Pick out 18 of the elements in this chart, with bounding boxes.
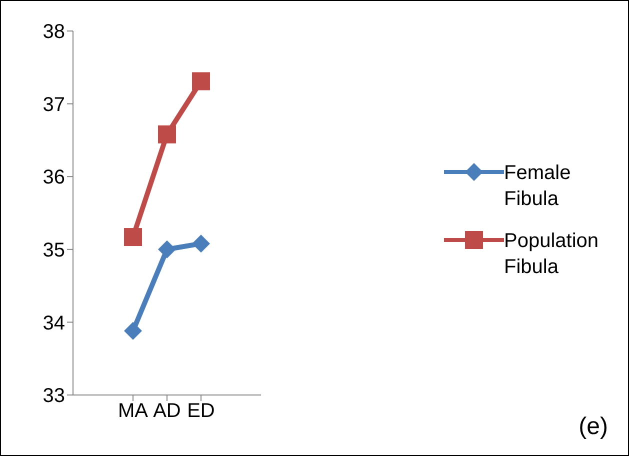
y-tick-label: 38 <box>42 21 65 44</box>
legend-label: Female Fibula <box>504 161 572 212</box>
legend-label: Population Fibula <box>504 229 600 280</box>
y-tick-label: 33 <box>42 385 65 408</box>
y-tick-label: 37 <box>42 94 65 116</box>
x-tick-label: AD <box>153 400 181 422</box>
point <box>124 228 142 246</box>
point <box>124 322 142 340</box>
x-tick-label: ED <box>187 400 215 422</box>
y-tick-label: 34 <box>42 312 65 334</box>
point <box>158 240 176 258</box>
point <box>158 125 176 144</box>
x-tick-label: MA <box>118 400 149 422</box>
point <box>192 234 210 253</box>
text: (e) <box>578 413 608 441</box>
point <box>192 72 210 90</box>
y-tick-label: 35 <box>42 240 65 262</box>
y-tick-label: 36 <box>42 166 65 189</box>
